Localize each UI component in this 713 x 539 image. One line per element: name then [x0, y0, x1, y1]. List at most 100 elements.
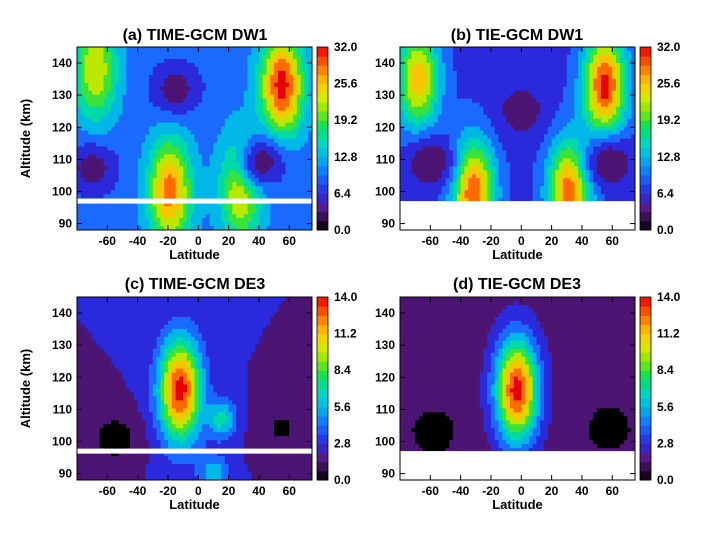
x-tick-label: 40: [575, 484, 589, 498]
x-tick-label: 40: [252, 234, 266, 248]
colorbar: 14.0 11.2 8.4 5.6 2.8 0.0: [639, 290, 681, 487]
axes-frame: [399, 46, 636, 231]
panel-title: (a) TIME-GCM DW1: [123, 27, 268, 44]
colorbar-tick-label: 19.2: [657, 113, 681, 127]
colorbar-tick-label: 8.4: [334, 363, 351, 377]
axes-frame: [76, 296, 313, 481]
colorbar-tick-label: 0.0: [334, 473, 351, 487]
x-tick-label: 0: [518, 234, 525, 248]
y-tick-label: 130: [52, 88, 72, 102]
colorbar-tick-label: 0.0: [657, 223, 674, 237]
y-tick-label: 140: [375, 56, 395, 70]
panel-a: -60 -40 -20 0 20 40 60 90 100 110 120 130 140 (a) TIM…: [18, 27, 358, 262]
colorbar-tick-label: 2.8: [657, 436, 674, 450]
colorbar-tick-label: 0.0: [657, 473, 674, 487]
y-tick-label: 110: [376, 152, 396, 166]
x-tick-label: -60: [99, 484, 117, 498]
x-tick-label: -20: [159, 484, 177, 498]
x-tick-label: -60: [422, 234, 440, 248]
x-tick-label: -20: [482, 234, 500, 248]
no-data-region: [400, 451, 635, 480]
colorbar-tick-label: 32.0: [334, 40, 358, 54]
y-tick-label: 100: [52, 434, 72, 448]
colorbar-tick-label: 32.0: [657, 40, 681, 54]
x-tick-label: 20: [222, 234, 236, 248]
altitude-gap-line: [76, 198, 313, 204]
y-tick-label: 100: [52, 184, 72, 198]
y-tick-label: 120: [52, 120, 72, 134]
y-tick-label: 100: [375, 184, 395, 198]
x-tick-label: -20: [482, 484, 500, 498]
y-tick-label: 100: [375, 434, 395, 448]
y-tick-label: 110: [53, 402, 73, 416]
x-tick-label: 60: [606, 234, 620, 248]
x-axis-title: Latitude: [169, 247, 220, 262]
panel-title: (b) TIE-GCM DW1: [451, 27, 584, 44]
x-tick-label: 40: [575, 234, 589, 248]
y-axis-title: Altitude (km): [18, 99, 33, 178]
x-tick-label: -40: [452, 234, 470, 248]
colorbar-tick-label: 6.4: [657, 186, 674, 200]
y-tick-label: 120: [375, 370, 395, 384]
x-tick-label: 40: [252, 484, 266, 498]
y-tick-label: 130: [375, 338, 395, 352]
y-tick-label: 130: [52, 338, 72, 352]
y-tick-label: 120: [52, 370, 72, 384]
axes-frame: [76, 46, 313, 231]
x-tick-label: 0: [195, 484, 202, 498]
colorbar-tick-label: 12.8: [657, 150, 681, 164]
x-tick-label: -60: [99, 234, 117, 248]
colorbar-tick-label: 5.6: [334, 400, 351, 414]
x-tick-label: 60: [283, 234, 297, 248]
panel-title: (c) TIME-GCM DE3: [125, 276, 266, 293]
y-tick-label: 90: [59, 467, 73, 481]
panel-b: -60 -40 -20 0 20 40 60 90 100 110 120 130 140 (b) TIE…: [375, 27, 681, 262]
x-tick-label: 20: [222, 484, 236, 498]
y-tick-label: 110: [53, 152, 73, 166]
colorbar-tick-label: 25.6: [657, 77, 681, 91]
y-tick-label: 90: [382, 467, 396, 481]
x-axis-title: Latitude: [169, 497, 220, 512]
colorbar-tick-label: 11.2: [657, 327, 680, 341]
x-axis-title: Latitude: [492, 247, 543, 262]
colorbar-tick-label: 2.8: [334, 436, 351, 450]
colorbar-tick-label: 25.6: [334, 77, 358, 91]
y-tick-label: 140: [52, 56, 72, 70]
x-tick-label: -40: [129, 484, 147, 498]
colorbar: 32.0 25.6 19.2 12.8 6.4 0.0: [639, 40, 681, 237]
colorbar: 14.0 11.2 8.4 5.6 2.8 0.0: [316, 290, 358, 487]
altitude-gap-line: [76, 448, 313, 454]
colorbar-tick-label: 8.4: [657, 363, 674, 377]
y-axis-title: Altitude (km): [18, 349, 33, 428]
x-tick-label: -60: [422, 484, 440, 498]
panel-c: -60 -40 -20 0 20 40 60 90 100 110 120 130 140 (c) TIM…: [18, 276, 358, 512]
x-tick-label: 20: [545, 234, 559, 248]
axes-frame: [399, 296, 636, 481]
y-tick-label: 90: [382, 217, 396, 231]
x-tick-label: 0: [195, 234, 202, 248]
colorbar-tick-label: 6.4: [334, 186, 351, 200]
colorbar-tick-label: 12.8: [334, 150, 358, 164]
x-tick-label: 60: [606, 484, 620, 498]
y-tick-label: 130: [375, 88, 395, 102]
colorbar-tick-label: 0.0: [334, 223, 351, 237]
colorbar: 32.0 25.6 19.2 12.8 6.4 0.0: [316, 40, 358, 237]
x-tick-label: 0: [518, 484, 525, 498]
colorbar-tick-label: 14.0: [657, 290, 681, 304]
x-tick-label: -40: [129, 234, 147, 248]
colorbar-tick-label: 19.2: [334, 113, 358, 127]
y-tick-label: 120: [375, 120, 395, 134]
colorbar-tick-label: 14.0: [334, 290, 358, 304]
y-tick-label: 140: [375, 306, 395, 320]
panel-d: -60 -40 -20 0 20 40 60 90 100 110 120 130 140 (d) TIE…: [375, 276, 681, 512]
colorbar-tick-label: 11.2: [334, 327, 357, 341]
no-data-region: [400, 201, 635, 230]
x-tick-label: 20: [545, 484, 559, 498]
contour-field: [77, 47, 312, 230]
x-tick-label: -20: [159, 234, 177, 248]
panel-title: (d) TIE-GCM DE3: [453, 276, 581, 293]
x-tick-label: -40: [452, 484, 470, 498]
y-tick-label: 90: [59, 217, 73, 231]
x-tick-label: 60: [283, 484, 297, 498]
